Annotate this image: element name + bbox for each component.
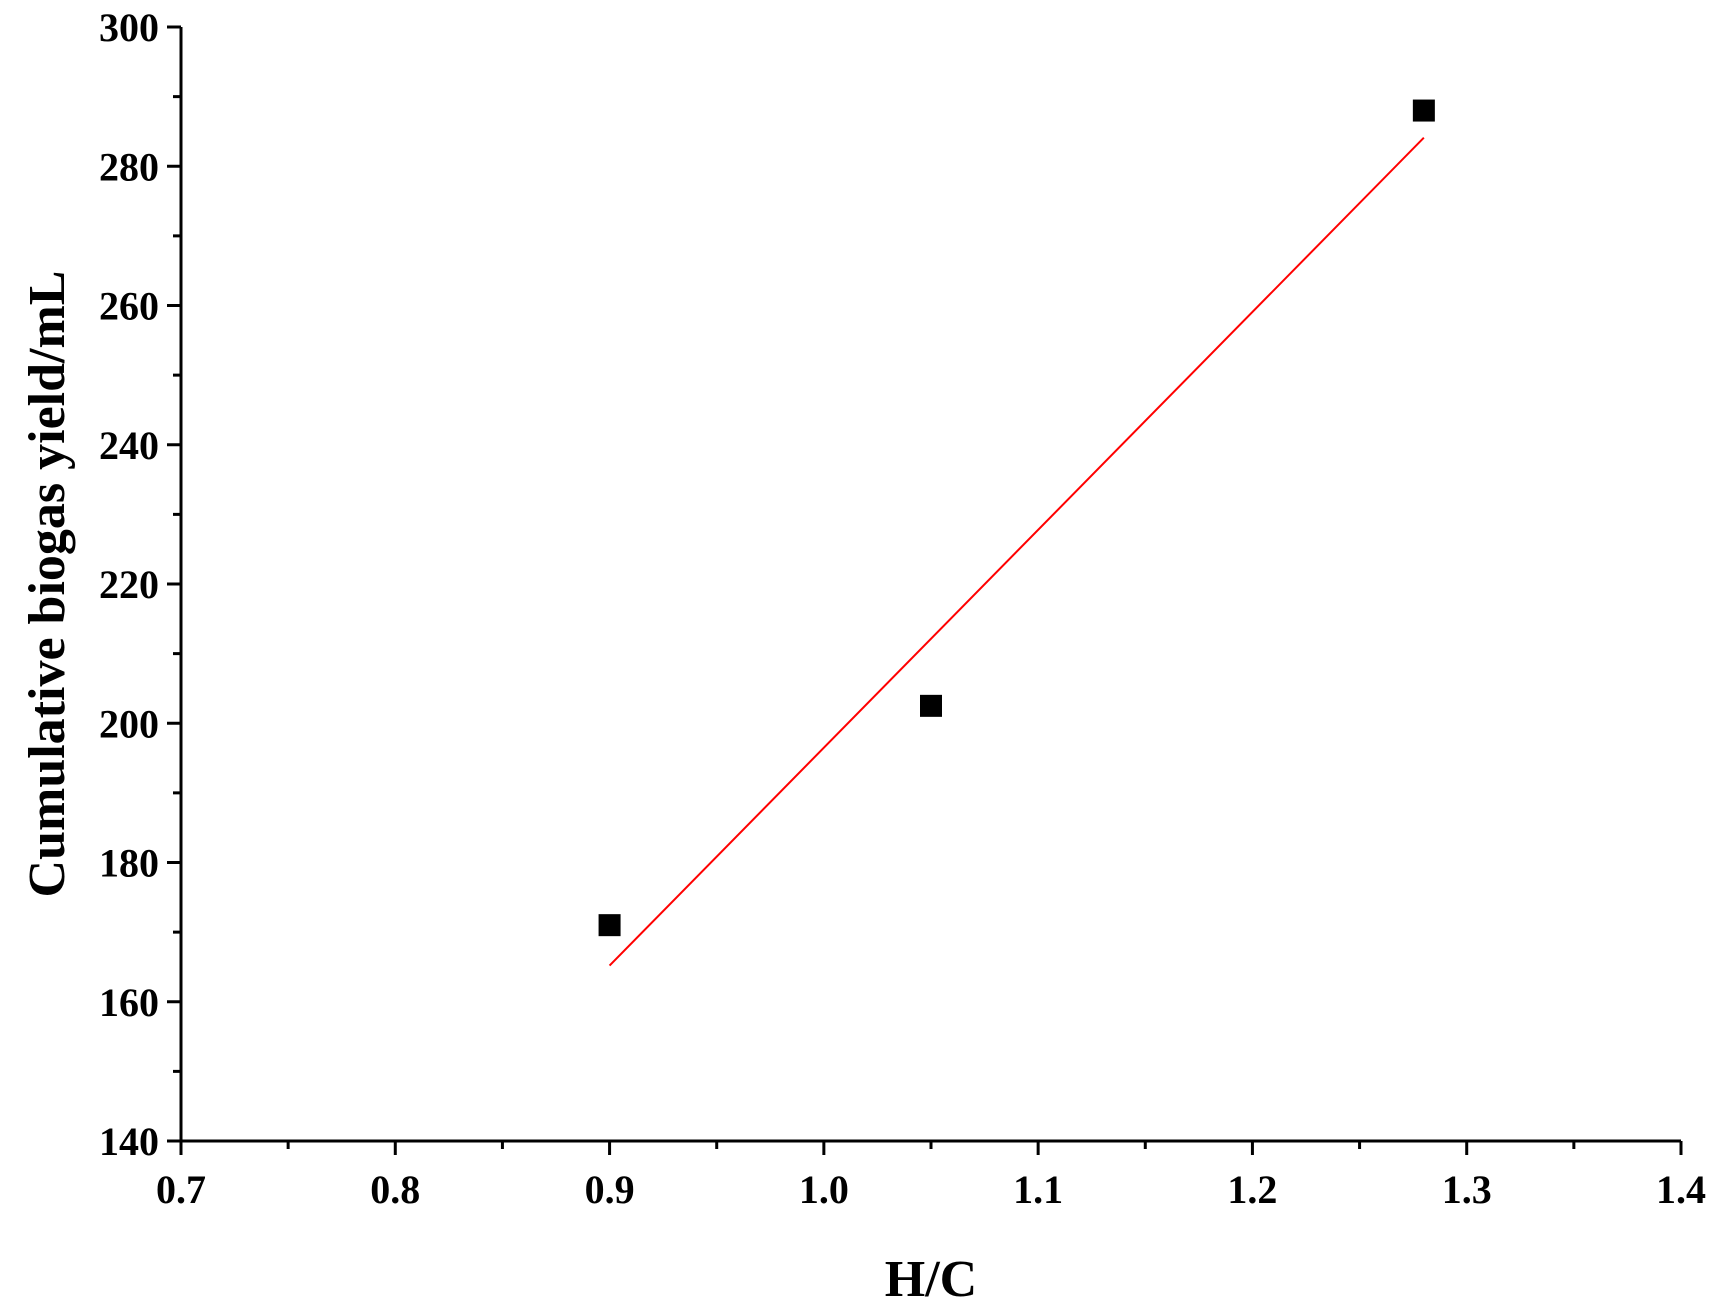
y-tick-label: 160: [99, 980, 159, 1025]
x-axis: 0.7 0.8 0.9 1.0 1.1 1.2 1.3 1.4: [156, 1139, 1706, 1212]
x-tick-label: 1.1: [1013, 1167, 1063, 1212]
x-tick-label: 1.0: [799, 1167, 849, 1212]
y-axis: 140 160 180 200 220 240 260 280 300: [99, 5, 183, 1164]
fit-line: [608, 137, 1425, 967]
data-point: [598, 914, 621, 937]
x-tick-label: 1.2: [1227, 1167, 1277, 1212]
y-tick-label: 260: [99, 284, 159, 329]
x-tick-label: 0.9: [585, 1167, 635, 1212]
x-tick-label: 1.4: [1656, 1167, 1706, 1212]
y-tick-label: 300: [99, 5, 159, 50]
y-axis-title: Cumulative biogas yield/mL: [19, 271, 76, 898]
x-tick-label: 1.3: [1442, 1167, 1492, 1212]
x-tick-label: 0.7: [156, 1167, 206, 1212]
y-tick-label: 140: [99, 1119, 159, 1164]
x-tick-label: 0.8: [370, 1167, 420, 1212]
marker-layer: [598, 99, 1435, 937]
data-point: [1412, 99, 1435, 122]
y-tick-label: 200: [99, 701, 159, 746]
y-tick-label: 180: [99, 841, 159, 886]
x-axis-title: H/C: [885, 1251, 977, 1308]
data-point: [920, 694, 942, 717]
y-tick-label: 280: [99, 144, 159, 189]
y-tick-label: 240: [99, 423, 159, 468]
fit-line-layer: [608, 137, 1425, 967]
y-tick-label: 220: [99, 562, 159, 607]
